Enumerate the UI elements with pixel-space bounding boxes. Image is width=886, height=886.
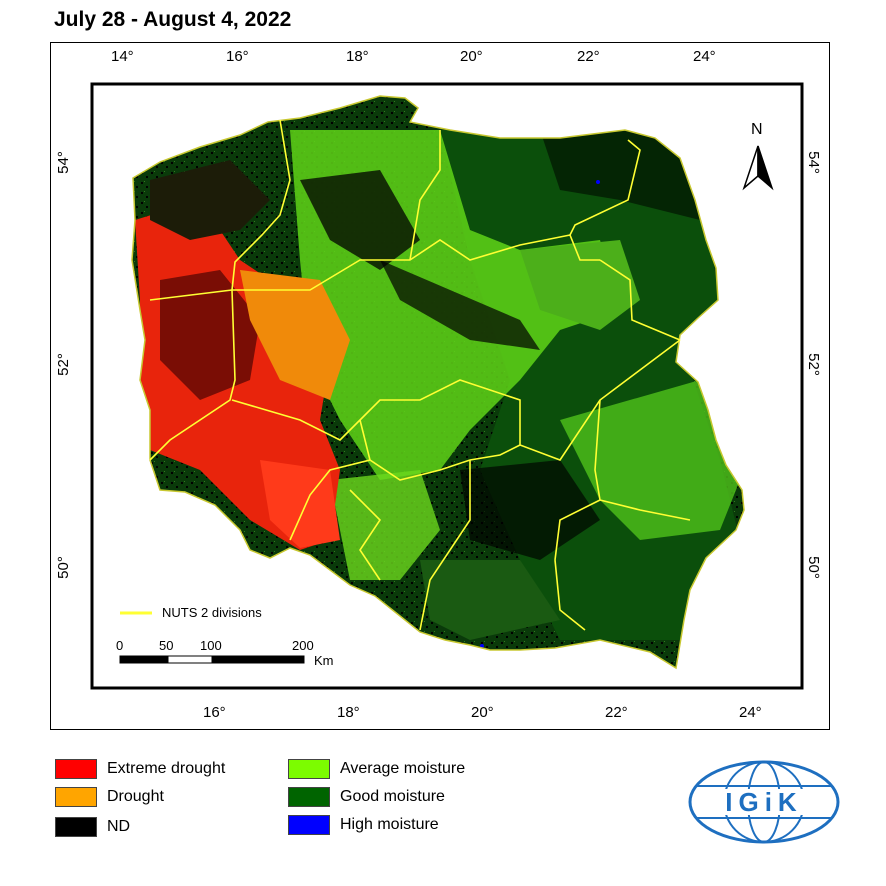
top-tick: 16° (226, 48, 249, 65)
scale-label-100: 100 (200, 638, 222, 653)
legend-swatch (288, 759, 330, 779)
legend-extreme-drought: Extreme drought (55, 758, 225, 780)
top-tick: 22° (577, 48, 600, 65)
map-title: July 28 - August 4, 2022 (54, 8, 292, 31)
legend-label: ND (107, 818, 131, 835)
legend-high-moisture: High moisture (288, 814, 439, 836)
bottom-tick: 16° (203, 704, 226, 721)
legend-label: Average moisture (340, 760, 466, 777)
top-tick: 24° (693, 48, 716, 65)
legend-label: High moisture (340, 816, 439, 833)
top-tick: 18° (346, 48, 369, 65)
bottom-tick: 22° (605, 704, 628, 721)
scale-unit: Km (314, 653, 334, 668)
legend-swatch (288, 815, 330, 835)
legend-label: Drought (107, 788, 164, 805)
legend-good-moisture: Good moisture (288, 786, 445, 808)
nuts-legend-label: NUTS 2 divisions (162, 605, 262, 620)
legend-label: Extreme drought (107, 760, 226, 777)
top-tick: 20° (460, 48, 483, 65)
bottom-tick: 20° (471, 704, 494, 721)
legend-drought: Drought (55, 786, 164, 808)
country-outline (131, 95, 745, 670)
north-label: N (751, 121, 763, 138)
legend-label: Good moisture (340, 788, 445, 805)
logo-text: IGiK (725, 787, 802, 817)
scale-label-50: 50 (159, 638, 174, 653)
scale-label-0: 0 (116, 638, 124, 653)
legend-nd: ND (55, 816, 130, 838)
scale-label-200: 200 (292, 638, 314, 653)
bottom-tick: 24° (739, 704, 762, 721)
legend-swatch (55, 787, 97, 807)
scale-bar (119, 655, 305, 664)
legend-average-moisture: Average moisture (288, 758, 465, 780)
north-arrow-icon (742, 145, 774, 191)
legend-swatch (288, 787, 330, 807)
legend-swatch (55, 759, 97, 779)
igik-logo: IGiK (688, 760, 840, 844)
nuts2-divisions (149, 119, 691, 631)
top-tick: 14° (111, 48, 134, 65)
legend-swatch (55, 817, 97, 837)
bottom-tick: 18° (337, 704, 360, 721)
